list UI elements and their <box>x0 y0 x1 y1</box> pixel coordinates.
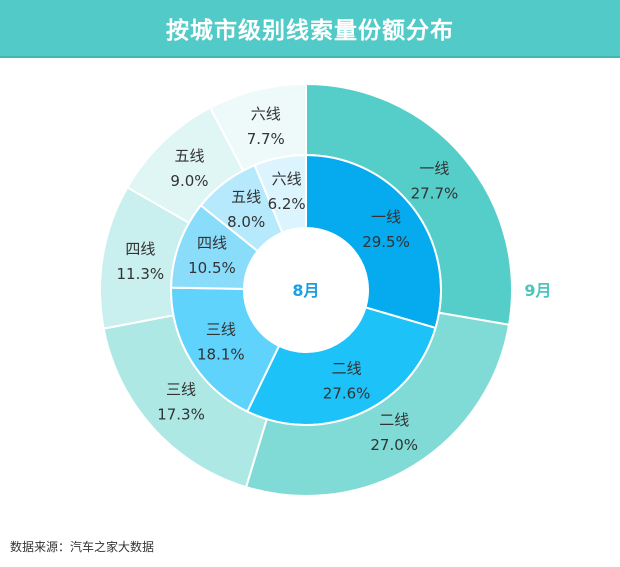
slice-outer-5 <box>208 82 307 172</box>
slice-value-label: 11.3% <box>116 265 164 283</box>
slice-value-label: 18.1% <box>197 345 245 363</box>
title-bar: 按城市级别线索量份额分布 <box>0 0 620 58</box>
slice-category-label: 三线 <box>206 320 236 338</box>
slice-category-label: 五线 <box>231 188 261 206</box>
slice-category-label: 三线 <box>166 380 196 398</box>
slice-value-label: 8.0% <box>227 213 265 231</box>
slice-category-label: 五线 <box>174 147 204 165</box>
data-source: 数据来源：汽车之家大数据 <box>10 540 155 554</box>
slice-category-label: 一线 <box>371 208 401 226</box>
slice-value-label: 10.5% <box>188 259 236 277</box>
inner-series-label: 8月 <box>292 281 319 300</box>
slice-category-label: 二线 <box>379 411 409 429</box>
slice-value-label: 27.6% <box>323 384 371 402</box>
slice-value-label: 17.3% <box>157 405 205 423</box>
slice-value-label: 6.2% <box>268 195 306 213</box>
slice-category-label: 四线 <box>197 234 227 252</box>
slice-outer-0 <box>305 82 513 326</box>
chart-title: 按城市级别线索量份额分布 <box>166 18 454 44</box>
slice-category-label: 六线 <box>272 170 302 188</box>
slice-category-label: 六线 <box>251 105 281 123</box>
outer-series-label: 9月 <box>524 281 551 300</box>
slice-category-label: 四线 <box>125 240 155 258</box>
slice-value-label: 27.0% <box>370 436 418 454</box>
slice-value-label: 27.7% <box>411 185 459 203</box>
slice-value-label: 29.5% <box>362 233 410 251</box>
slice-category-label: 二线 <box>332 359 362 377</box>
slice-outer-1 <box>244 311 511 497</box>
slice-category-label: 一线 <box>419 160 449 178</box>
slice-value-label: 7.7% <box>247 130 285 148</box>
slice-value-label: 9.0% <box>170 172 208 190</box>
